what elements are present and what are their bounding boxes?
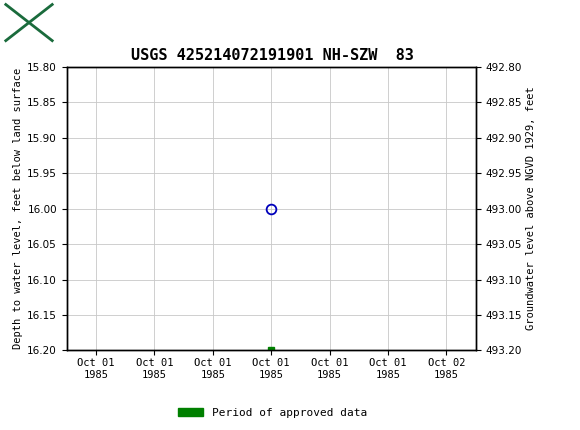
Bar: [6, 4, 52, 41]
Y-axis label: Groundwater level above NGVD 1929, feet: Groundwater level above NGVD 1929, feet: [526, 87, 536, 330]
Y-axis label: Depth to water level, feet below land surface: Depth to water level, feet below land su…: [13, 68, 23, 349]
Text: USGS: USGS: [67, 14, 122, 31]
Text: USGS 425214072191901 NH-SZW  83: USGS 425214072191901 NH-SZW 83: [131, 48, 414, 62]
Legend: Period of approved data: Period of approved data: [174, 403, 371, 422]
